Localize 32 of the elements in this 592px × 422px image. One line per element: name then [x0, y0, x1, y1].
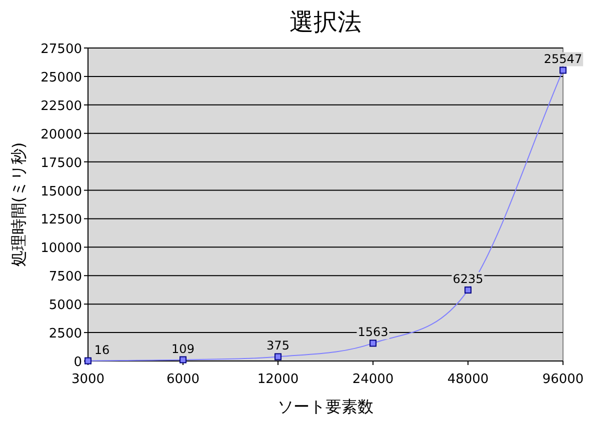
data-label: 1563 [358, 325, 388, 340]
x-tick-label: 96000 [542, 372, 584, 387]
point [370, 340, 376, 347]
x-axis-title: ソート要素数 [278, 397, 374, 416]
point [464, 286, 472, 294]
data-label: 109 [172, 342, 194, 356]
data-label: 16 [94, 342, 110, 357]
x-tick-label: 12000 [257, 372, 299, 387]
y-tick-label: 15000 [40, 184, 82, 200]
y-tick-label: 2500 [48, 326, 82, 342]
y-tick-label: 12500 [40, 212, 82, 228]
data-label: 25547 [544, 52, 582, 66]
y-tick-label: 20000 [40, 127, 82, 142]
point [180, 356, 186, 364]
chart-title: 選択法 [290, 8, 362, 36]
y-tick-label: 22500 [40, 98, 82, 114]
data-label: 375 [266, 338, 290, 353]
point [274, 353, 282, 360]
y-tick-label: 25000 [40, 70, 82, 86]
x-tick-label: 48000 [447, 372, 489, 387]
y-tick-label: 7500 [48, 270, 82, 285]
y-tick-label: 10000 [40, 241, 82, 256]
y-tick-label: 5000 [48, 298, 82, 314]
x-tick-label: 6000 [166, 372, 200, 387]
y-axis-title: 処理時間(ミリ秒) [9, 142, 28, 267]
x-tick-label: 3000 [71, 372, 105, 387]
y-tick-label: 27500 [40, 42, 82, 57]
data-label: 6235 [452, 272, 484, 286]
y-tick-label: 17500 [40, 156, 82, 171]
point [560, 66, 566, 74]
x-tick-label: 24000 [352, 372, 394, 387]
y-tick-label: 0 [74, 355, 82, 370]
